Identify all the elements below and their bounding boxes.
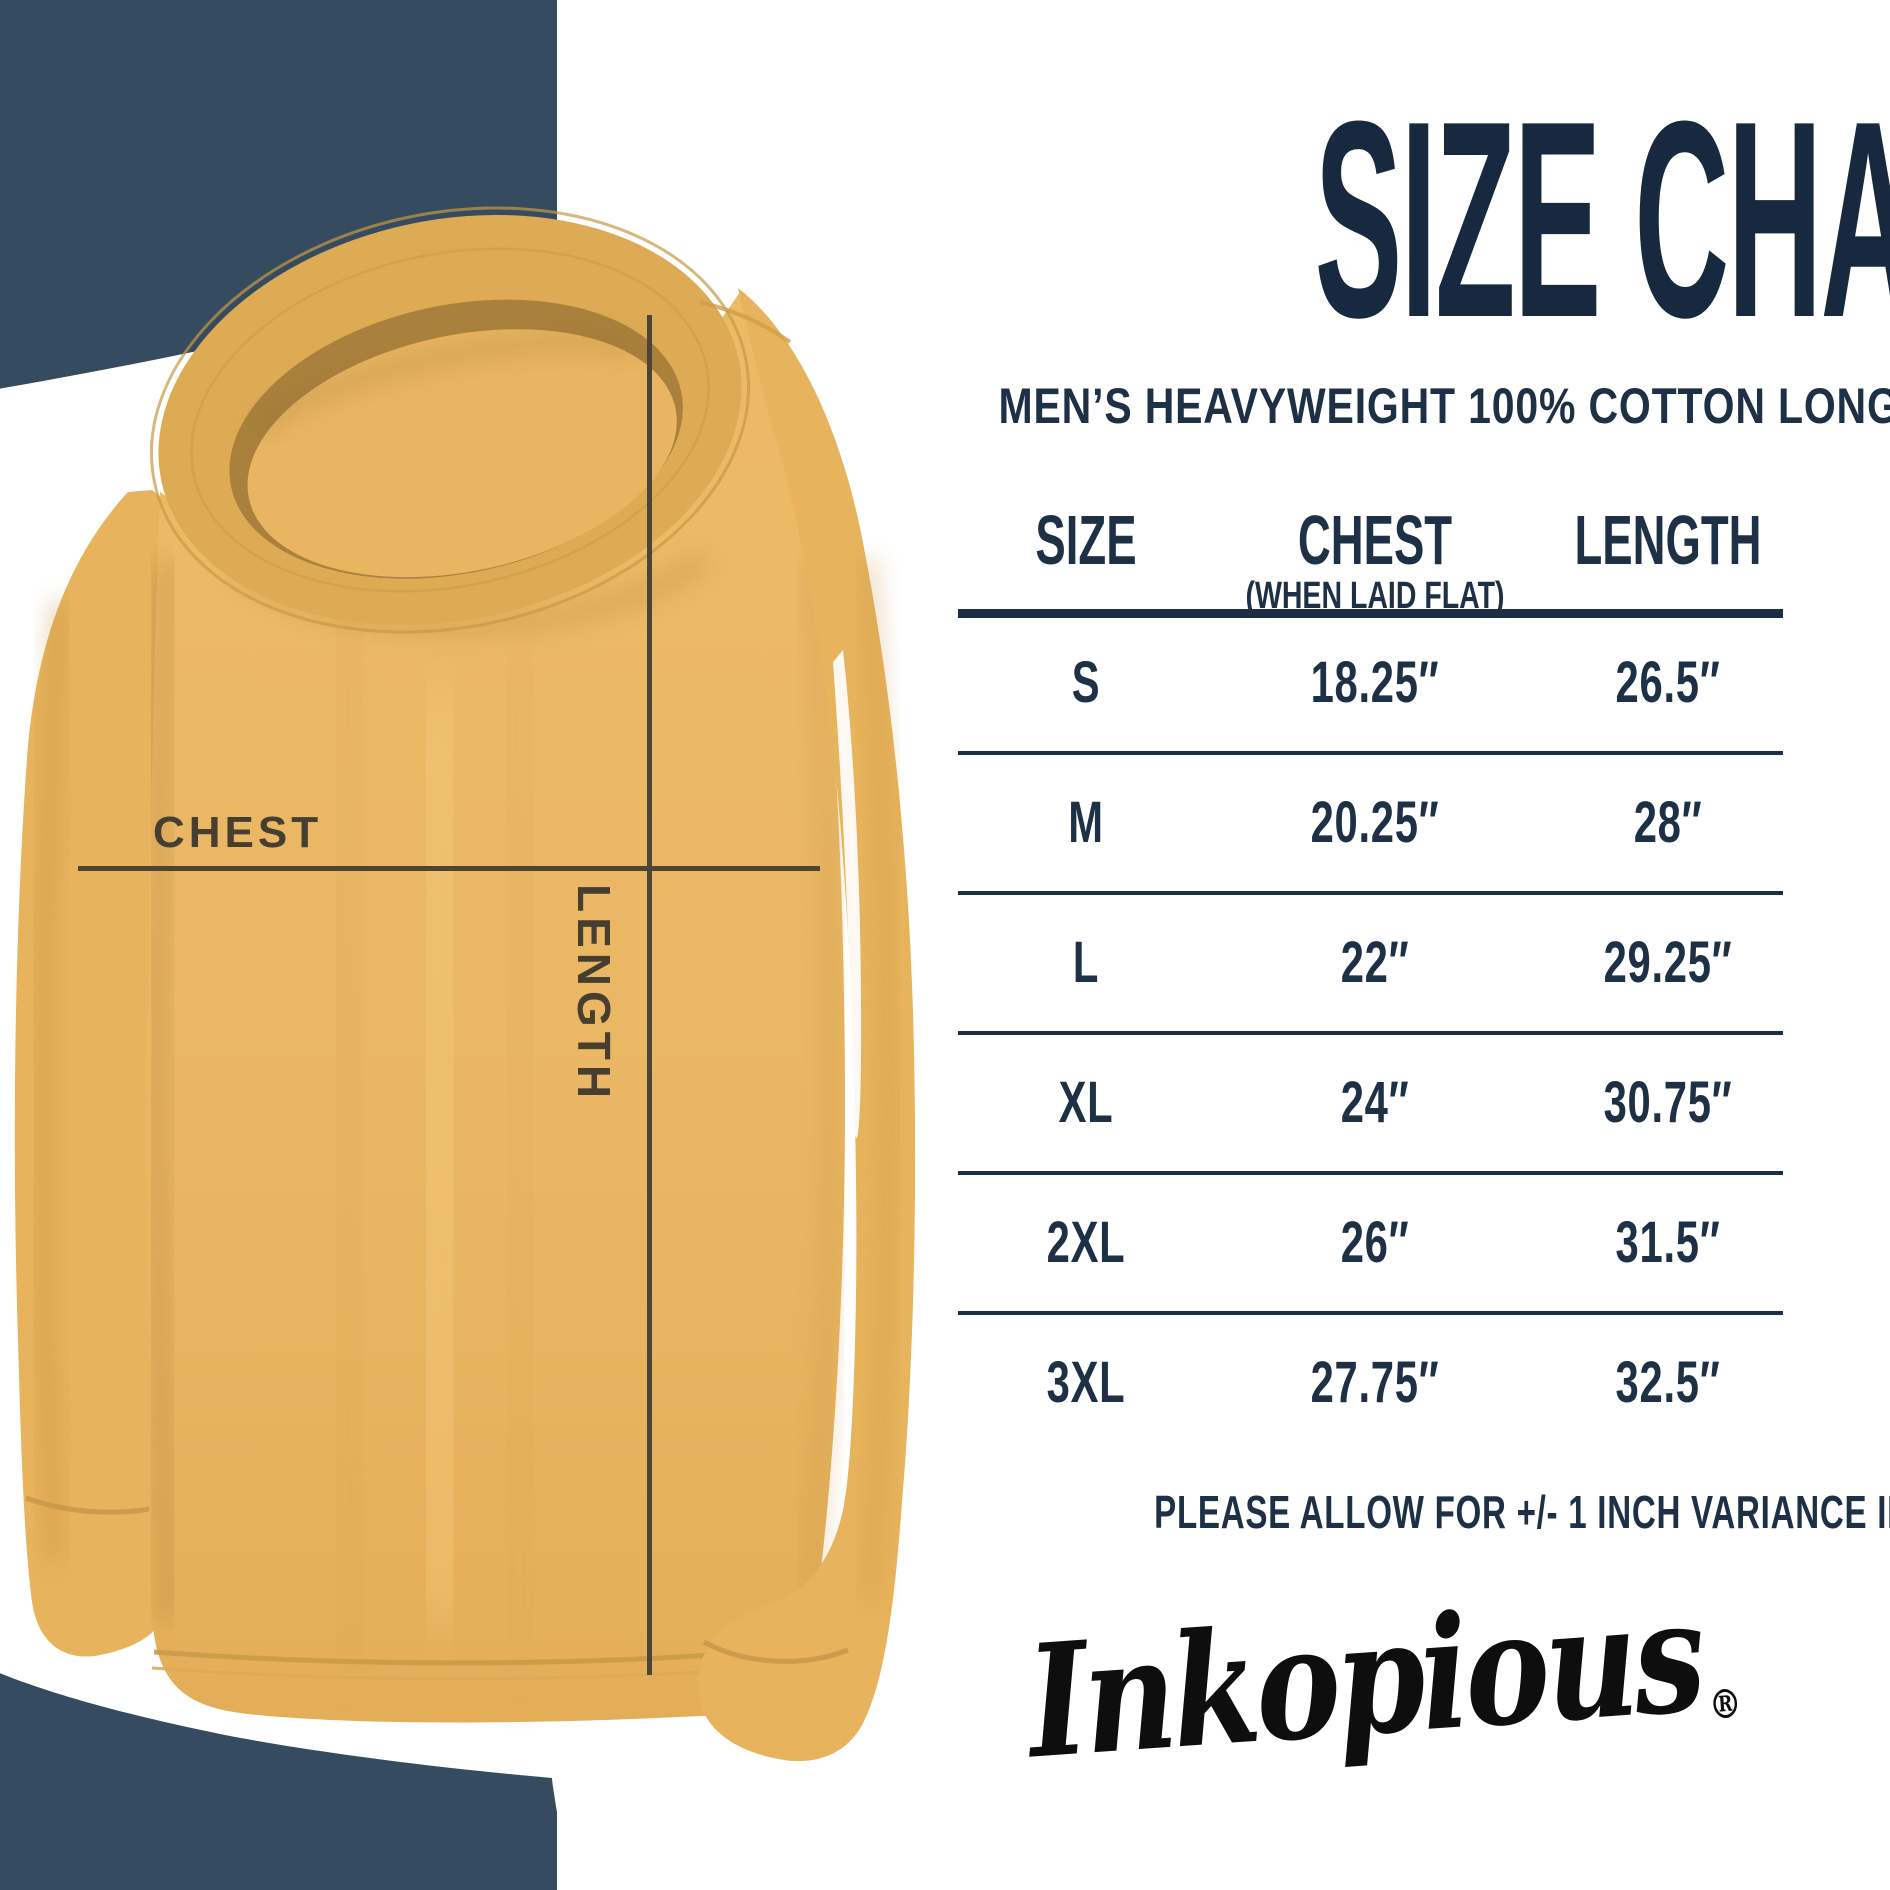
torso-sleeve-gap [833, 650, 862, 1139]
size-cell: 2XL [1046, 1210, 1126, 1275]
chest-cell: 27.75″ [1310, 1350, 1440, 1415]
column-header-chest: CHEST [1297, 501, 1452, 579]
length-cell: 29.25″ [1603, 930, 1732, 995]
right-sleeve [698, 288, 916, 1762]
chest-measure-label: CHEST [153, 808, 323, 857]
row-divider [958, 1031, 1783, 1035]
size-table: SIZE CHEST LENGTH (WHEN LAID FLAT) S 18.… [958, 0, 1783, 1890]
registered-mark: ® [1707, 1679, 1744, 1730]
collar [149, 206, 751, 634]
size-cell: L [1072, 930, 1099, 995]
length-cell: 28″ [1633, 790, 1702, 855]
table-row: XL 24″ 30.75″ [958, 1033, 1783, 1173]
chest-measure-line [78, 866, 820, 871]
row-divider [958, 1311, 1783, 1315]
column-header-length: LENGTH [1573, 501, 1762, 579]
right-cuff-seam [702, 1639, 849, 1664]
table-row: 2XL 26″ 31.5″ [958, 1173, 1783, 1313]
length-cell: 31.5″ [1615, 1210, 1720, 1275]
variance-note: PLEASE ALLOW FOR +/- 1 INCH VARIANCE IN … [1154, 1486, 1890, 1538]
torso [145, 292, 846, 1723]
length-measure-line [647, 315, 652, 1675]
chest-cell: 26″ [1340, 1210, 1409, 1275]
length-cell: 26.5″ [1615, 650, 1720, 715]
table-row: S 18.25″ 26.5″ [958, 613, 1783, 753]
chest-cell: 24″ [1340, 1070, 1409, 1135]
row-divider [958, 1171, 1783, 1175]
length-measure-label: LENGTH [568, 884, 620, 1104]
table-row: L 22″ 29.25″ [958, 893, 1783, 1033]
brand-logo-text: Inkopious [1022, 1563, 1707, 1794]
shirt-photo [14, 206, 916, 1762]
size-cell: M [1068, 790, 1104, 855]
chest-cell: 22″ [1340, 930, 1409, 995]
chest-cell: 20.25″ [1310, 790, 1440, 855]
column-header-size: SIZE [1035, 501, 1137, 579]
length-cell: 30.75″ [1603, 1070, 1732, 1135]
size-cell: S [1071, 650, 1101, 715]
row-divider [958, 891, 1783, 895]
length-cell: 32.5″ [1615, 1350, 1720, 1415]
brand-logo: Inkopious® [950, 1564, 1743, 1794]
table-row: M 20.25″ 28″ [958, 753, 1783, 893]
chest-cell: 18.25″ [1310, 650, 1440, 715]
page-subtitle: MEN’S HEAVYWEIGHT 100% COTTON LONG SLEEV… [998, 378, 1890, 434]
size-cell: XL [1058, 1070, 1114, 1135]
table-row: 3XL 27.75″ 32.5″ [958, 1313, 1783, 1453]
row-divider [958, 751, 1783, 755]
size-cell: 3XL [1046, 1350, 1126, 1415]
page-title: SIZE CHART [1314, 64, 1890, 376]
table-header-divider [958, 609, 1783, 618]
